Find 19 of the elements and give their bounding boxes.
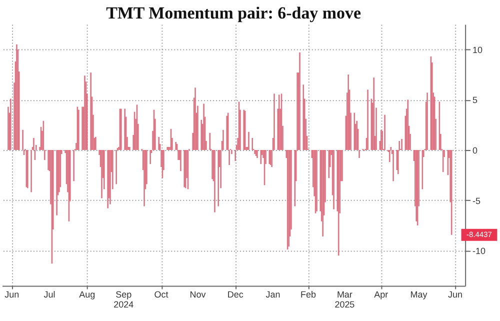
x-tick-label: Jan (266, 290, 280, 300)
y-tick-label: 5 (472, 95, 478, 106)
y-tick-label: -10 (472, 246, 486, 256)
y-tick-label: -5 (472, 196, 481, 206)
y-tick-label: 0 (472, 145, 478, 156)
x-tick-label: Oct (154, 290, 169, 300)
x-tick-label: Jun (4, 290, 20, 300)
x-tick-label: Dec (227, 290, 244, 300)
x-tick-label: Feb (300, 290, 316, 300)
x-tick-label: May (410, 290, 428, 300)
chart-title: TMT Momentum pair: 6-day move (106, 3, 362, 22)
x-tick-label: Nov (190, 290, 206, 300)
x-tick-label: Apr (374, 290, 388, 300)
y-tick-label: 10 (472, 44, 483, 55)
x-tick-label: Jul (44, 290, 56, 300)
x-tick-label: Jun (448, 290, 462, 300)
x-tick-label: Mar 2025 (334, 290, 355, 310)
x-tick-label: Aug (79, 290, 96, 300)
x-tick-label: Sep 2024 (114, 290, 134, 310)
